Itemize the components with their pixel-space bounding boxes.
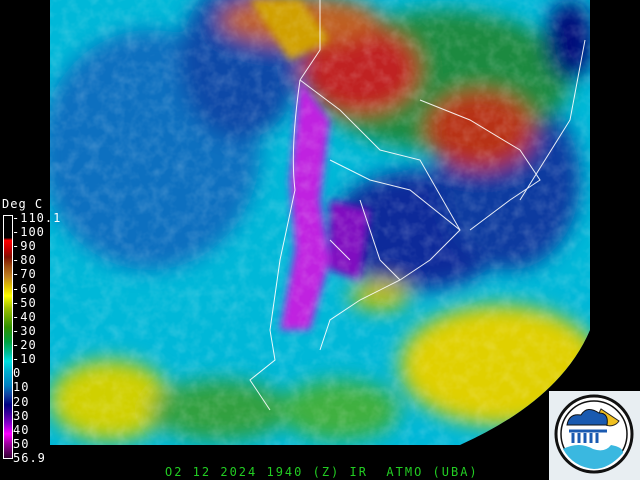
cloud-rain-sun-wave-icon — [554, 394, 634, 474]
colorbar-label: -70 — [12, 267, 37, 281]
colorbar-label: -20 — [12, 338, 37, 352]
colorbar-label: 30 — [13, 409, 30, 423]
colorbar-label: -10 — [12, 352, 37, 366]
legend-unit: Deg C — [2, 197, 44, 211]
colorbar-label: -60 — [12, 282, 37, 296]
temperature-colorbar — [3, 215, 13, 459]
colorbar-label: 56.9 — [13, 451, 46, 465]
colorbar-label: -110.1 — [12, 211, 62, 225]
colorbar-label: 40 — [13, 423, 30, 437]
colorbar-label: -80 — [12, 253, 37, 267]
colorbar-label: -100 — [12, 225, 45, 239]
colorbar-label: -50 — [12, 296, 37, 310]
colorbar-label: -40 — [12, 310, 37, 324]
colorbar-label: -30 — [12, 324, 37, 338]
atmo-uba-logo — [549, 391, 640, 480]
colorbar-label: 0 — [13, 366, 22, 380]
colorbar-label: 20 — [13, 395, 30, 409]
colorbar-label: 50 — [13, 437, 30, 451]
colorbar-label: 10 — [13, 380, 30, 394]
colorbar-label: -90 — [12, 239, 37, 253]
image-caption: O2 12 2024 1940 (Z) IR ATMO (UBA) — [165, 465, 479, 479]
